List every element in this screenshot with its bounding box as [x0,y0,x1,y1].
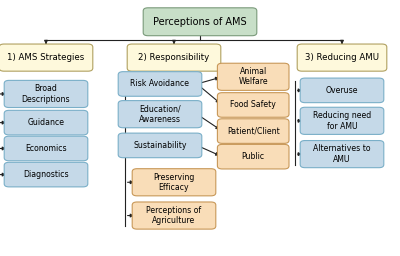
FancyBboxPatch shape [218,119,289,143]
Text: Perceptions of AMS: Perceptions of AMS [153,17,247,27]
Text: Risk Avoidance: Risk Avoidance [130,79,190,89]
Text: Broad
Descriptions: Broad Descriptions [22,84,70,104]
FancyBboxPatch shape [118,133,202,158]
Text: Patient/Client: Patient/Client [227,126,280,136]
Text: Alternatives to
AMU: Alternatives to AMU [313,144,371,164]
Text: Diagnostics: Diagnostics [23,170,69,179]
Text: Perceptions of
Agriculture: Perceptions of Agriculture [146,206,202,225]
FancyBboxPatch shape [0,44,93,71]
FancyBboxPatch shape [132,202,216,229]
FancyBboxPatch shape [132,169,216,196]
FancyBboxPatch shape [300,78,384,103]
FancyBboxPatch shape [143,8,257,36]
Text: Economics: Economics [25,144,67,153]
Text: Food Safety: Food Safety [230,100,276,110]
FancyBboxPatch shape [218,144,289,169]
FancyBboxPatch shape [127,44,221,71]
Text: Public: Public [242,152,265,161]
Text: Overuse: Overuse [326,86,358,95]
FancyBboxPatch shape [118,101,202,128]
Text: Animal
Welfare: Animal Welfare [238,67,268,87]
FancyBboxPatch shape [4,110,88,135]
Text: Reducing need
for AMU: Reducing need for AMU [313,111,371,131]
Text: 3) Reducing AMU: 3) Reducing AMU [305,53,379,62]
Text: Education/
Awareness: Education/ Awareness [139,104,181,124]
FancyBboxPatch shape [300,107,384,134]
FancyBboxPatch shape [218,93,289,117]
FancyBboxPatch shape [218,63,289,90]
Text: 1) AMS Strategies: 1) AMS Strategies [7,53,85,62]
Text: 2) Responsibility: 2) Responsibility [138,53,210,62]
FancyBboxPatch shape [4,136,88,161]
FancyBboxPatch shape [297,44,387,71]
FancyBboxPatch shape [300,141,384,168]
FancyBboxPatch shape [118,72,202,96]
Text: Preserving
Efficacy: Preserving Efficacy [153,173,195,192]
FancyBboxPatch shape [4,80,88,108]
FancyBboxPatch shape [4,162,88,187]
Text: Sustainability: Sustainability [133,141,187,150]
Text: Guidance: Guidance [28,118,64,127]
